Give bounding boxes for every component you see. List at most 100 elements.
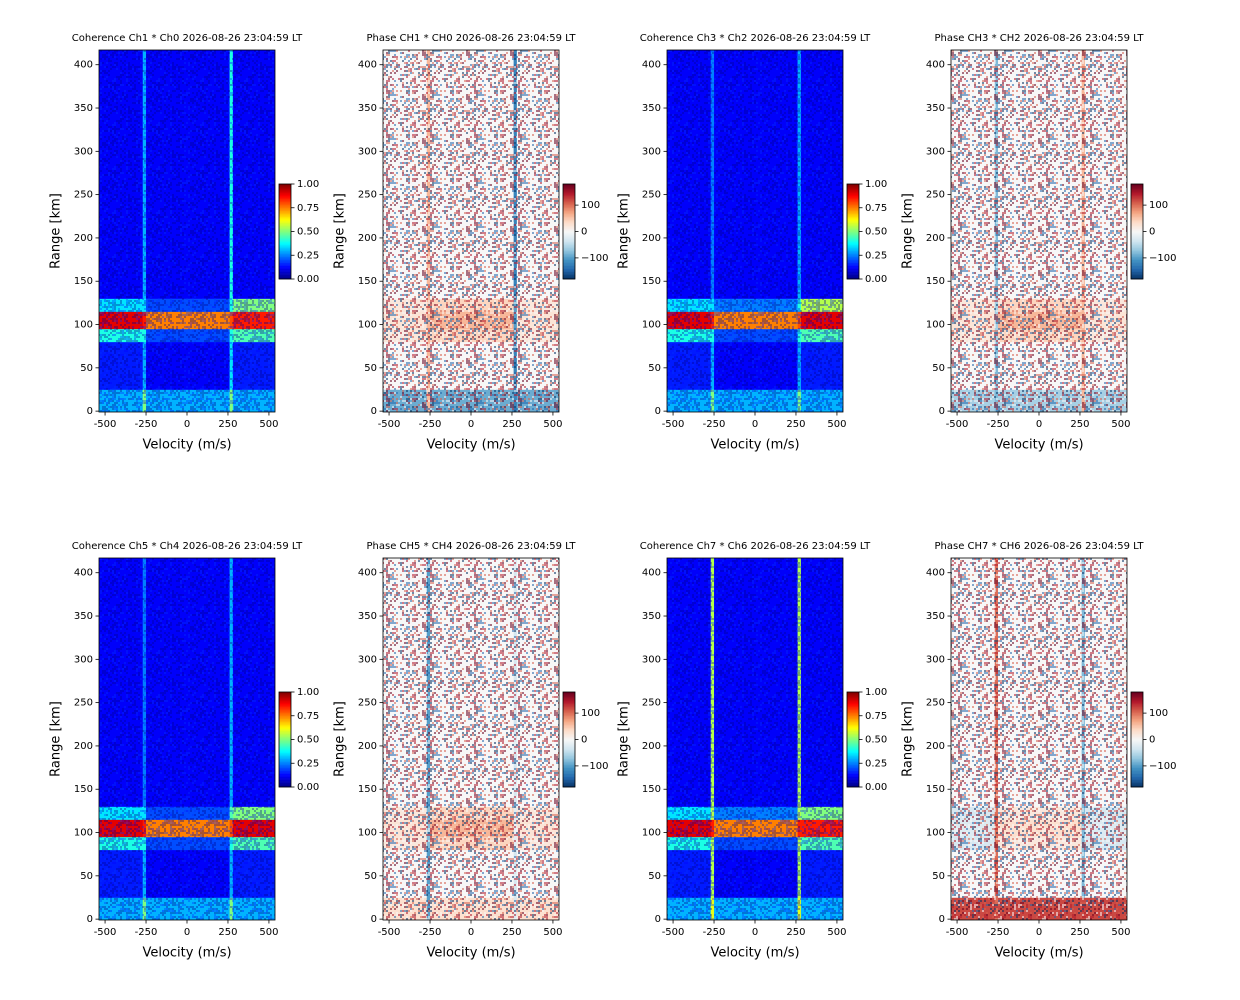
colorbar-segment <box>1131 706 1143 709</box>
colorbar-segment <box>1131 758 1143 761</box>
colorbar-segment <box>563 711 575 714</box>
panel-title: Phase CH1 * CH0 2026-08-26 23:04:59 LT <box>367 33 577 44</box>
colorbar-segment <box>847 779 859 782</box>
colorbar-segment <box>847 699 859 702</box>
colorbar-segment <box>847 758 859 761</box>
colorbar-segment <box>279 238 291 241</box>
colorbar-segment <box>563 693 575 696</box>
colorbar-segment <box>1131 267 1143 269</box>
colorbar-segment <box>563 261 575 263</box>
colorbar-segment <box>279 198 291 201</box>
colorbar-segment <box>847 188 859 191</box>
x-tick-label: -250 <box>987 419 1010 430</box>
colorbar-segment <box>1131 224 1143 226</box>
colorbar-segment <box>563 764 575 767</box>
colorbar-segment <box>1131 207 1143 210</box>
colorbar-segment <box>563 730 575 733</box>
colorbar-segment <box>279 259 291 262</box>
colorbar-segment <box>563 733 575 736</box>
colorbar-tick-label: 0.00 <box>297 782 319 793</box>
panel-title: Coherence Ch5 * Ch4 2026-08-26 23:04:59 … <box>72 541 303 552</box>
y-tick-label: 250 <box>358 190 377 201</box>
colorbar-segment <box>279 243 291 246</box>
colorbar-segment <box>563 215 575 217</box>
colorbar-segment <box>847 736 859 739</box>
x-tick-label: 500 <box>827 419 846 430</box>
colorbar-segment <box>563 740 575 743</box>
colorbar-segment <box>279 234 291 237</box>
colorbar-segment <box>1131 277 1143 280</box>
colorbar-segment <box>847 738 859 740</box>
colorbar-segment <box>279 784 291 786</box>
colorbar-segment <box>847 207 859 210</box>
colorbar-segment <box>847 761 859 764</box>
colorbar-segment <box>563 772 575 774</box>
colorbar-segment <box>1131 714 1143 717</box>
colorbar-tick-label: 0 <box>1149 735 1155 746</box>
colorbar-segment <box>279 230 291 232</box>
x-tick-label: 500 <box>259 419 278 430</box>
colorbar-segment <box>1131 191 1143 194</box>
colorbar-segment <box>563 781 575 783</box>
colorbar-tick-label: 100 <box>581 200 600 211</box>
colorbar-segment <box>279 213 291 216</box>
colorbar-segment <box>1131 717 1143 720</box>
colorbar-segment <box>279 699 291 702</box>
y-tick-label: 50 <box>364 363 377 374</box>
colorbar-segment <box>279 270 291 272</box>
colorbar-segment <box>847 197 859 200</box>
colorbar-segment <box>847 191 859 194</box>
colorbar-segment <box>563 222 575 225</box>
colorbar-segment <box>1131 259 1143 262</box>
colorbar-segment <box>1131 726 1143 728</box>
colorbar-segment <box>563 218 575 220</box>
colorbar-segment <box>847 192 859 195</box>
colorbar-segment <box>279 200 291 203</box>
y-tick-label: 300 <box>358 146 377 157</box>
colorbar-segment <box>1131 709 1143 712</box>
colorbar-segment <box>563 748 575 751</box>
colorbar-segment <box>563 265 575 268</box>
colorbar-segment <box>1131 219 1143 222</box>
colorbar-segment <box>563 751 575 754</box>
colorbar-segment <box>1131 749 1143 752</box>
colorbar-segment <box>563 210 575 213</box>
colorbar-segment <box>847 785 859 788</box>
colorbar-segment <box>1131 230 1143 232</box>
colorbar-segment <box>563 696 575 699</box>
colorbar-segment <box>279 760 291 763</box>
texture <box>951 50 1127 412</box>
colorbar-segment <box>847 240 859 243</box>
y-tick-label: 400 <box>74 60 93 71</box>
colorbar-segment <box>563 702 575 705</box>
y-axis-label: Range [km] <box>333 701 348 777</box>
heatmap <box>383 50 559 412</box>
colorbar-segment <box>1131 748 1143 751</box>
y-tick-label: 100 <box>642 828 661 839</box>
colorbar-tick-label: 0.25 <box>297 758 319 769</box>
colorbar-segment <box>563 207 575 210</box>
x-tick-label: -250 <box>419 419 442 430</box>
colorbar-segment <box>847 277 859 280</box>
colorbar-segment <box>279 232 291 235</box>
y-tick-label: 250 <box>642 698 661 709</box>
y-tick-label: 0 <box>371 914 377 925</box>
colorbar-segment <box>847 729 859 731</box>
colorbar-segment <box>1131 738 1143 740</box>
x-tick-label: 0 <box>184 419 190 430</box>
y-tick-label: 250 <box>358 698 377 709</box>
colorbar-segment <box>279 227 291 229</box>
colorbar-segment <box>847 222 859 225</box>
x-tick-label: -250 <box>703 927 726 938</box>
colorbar-segment <box>279 757 291 760</box>
colorbar-segment <box>1131 711 1143 714</box>
colorbar-segment <box>279 252 291 255</box>
colorbar-segment <box>847 184 859 186</box>
colorbar-tick-label: −100 <box>1149 761 1176 772</box>
colorbar-segment <box>1131 760 1143 763</box>
colorbar-segment <box>1131 252 1143 255</box>
colorbar-segment <box>279 276 291 278</box>
colorbar-segment <box>847 228 859 231</box>
colorbar-segment <box>279 709 291 712</box>
colorbar-segment <box>563 779 575 782</box>
